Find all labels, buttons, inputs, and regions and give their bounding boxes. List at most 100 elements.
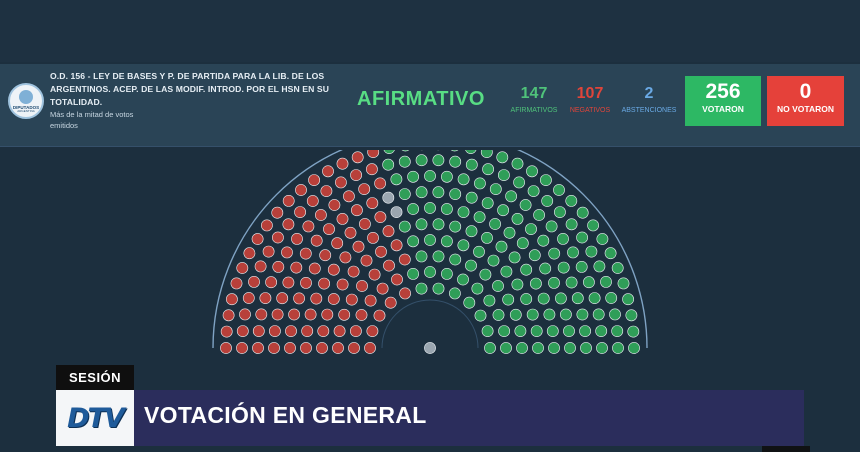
seat-afirmativo	[548, 247, 561, 260]
seat-negativo	[352, 240, 365, 253]
seat-negativo	[364, 342, 376, 354]
seat-afirmativo	[489, 218, 501, 230]
seat-negativo	[351, 151, 364, 164]
seat-negativo	[318, 277, 330, 290]
seat-afirmativo	[449, 188, 462, 200]
seat-afirmativo	[579, 325, 591, 337]
seat-negativo	[339, 251, 352, 264]
seat-afirmativo	[407, 203, 419, 215]
seat-negativo	[259, 292, 272, 304]
seat-negativo	[358, 183, 371, 195]
seat-afirmativo	[465, 225, 478, 238]
seat-negativo	[252, 342, 264, 354]
seat-negativo	[248, 275, 260, 288]
seat-afirmativo	[604, 247, 617, 260]
seat-afirmativo	[600, 275, 612, 288]
seat-negativo	[328, 199, 341, 211]
negativos-label: NEGATIVOS	[569, 107, 611, 114]
seal-icon	[19, 89, 33, 104]
seat-afirmativo	[440, 170, 453, 183]
seat-afirmativo	[407, 235, 419, 248]
seat-negativo	[350, 204, 363, 217]
seat-negativo	[334, 176, 347, 189]
seat-negativo	[281, 246, 293, 259]
seat-afirmativo	[548, 342, 560, 354]
seat-afirmativo	[450, 150, 459, 152]
seat-afirmativo	[596, 233, 609, 245]
seat-afirmativo	[457, 173, 470, 186]
seat-afirmativo	[587, 219, 599, 232]
seat-afirmativo	[537, 292, 550, 305]
seat-afirmativo	[479, 268, 492, 281]
seat-negativo	[348, 342, 360, 354]
seat-negativo	[316, 342, 328, 354]
seat-afirmativo	[390, 173, 403, 186]
seat-afirmativo	[398, 155, 411, 168]
seat-negativo	[268, 325, 281, 337]
chamber-inner-arc	[381, 299, 479, 349]
seat-afirmativo	[482, 163, 494, 176]
seat-negativo	[336, 278, 349, 291]
seat-afirmativo	[474, 309, 487, 322]
seat-negativo	[220, 325, 233, 338]
seat-negativo	[349, 325, 362, 337]
seat-negativo	[299, 247, 312, 260]
seat-negativo	[367, 232, 379, 244]
seat-afirmativo	[576, 231, 588, 244]
seat-afirmativo	[492, 280, 504, 292]
seat-afirmativo	[407, 268, 419, 280]
seat-president	[424, 342, 436, 354]
seat-negativo	[255, 308, 268, 321]
seat-negativo	[375, 245, 387, 258]
channel-logo: DTV	[56, 390, 134, 446]
seat-negativo	[374, 177, 386, 190]
seat-afirmativo	[560, 308, 572, 321]
seat-afirmativo	[432, 186, 445, 199]
seat-afirmativo	[595, 325, 608, 337]
seat-negativo	[333, 325, 346, 337]
seat-negativo	[367, 150, 380, 158]
seat-afirmativo	[588, 292, 601, 304]
seat-negativo	[320, 185, 333, 197]
seat-negativo	[338, 308, 351, 321]
seat-afirmativo	[557, 233, 569, 245]
seat-afirmativo	[440, 203, 453, 215]
seat-negativo	[360, 254, 373, 267]
diputados-logo: DIPUTADOS ARGENTINA	[8, 83, 44, 119]
seat-afirmativo	[505, 190, 517, 203]
seat-negativo	[398, 253, 411, 266]
seat-afirmativo	[382, 158, 395, 171]
seat-negativo	[319, 249, 332, 262]
seat-afirmativo	[546, 325, 559, 337]
seat-negativo	[284, 342, 296, 354]
negativos-count: 107 NEGATIVOS	[565, 84, 615, 114]
seat-afirmativo	[415, 218, 428, 231]
seat-afirmativo	[625, 309, 638, 322]
seat-afirmativo	[596, 342, 608, 354]
seat-afirmativo	[580, 342, 592, 354]
seat-negativo	[347, 265, 360, 278]
seat-afirmativo	[576, 308, 589, 321]
seat-negativo	[282, 276, 295, 289]
seat-negativo	[344, 226, 357, 239]
abstenciones-count: 2 ABSTENCIONES	[618, 84, 680, 114]
no-votaron-box: 0 NO VOTARON	[767, 76, 844, 126]
logo-name: DIPUTADOS	[12, 104, 40, 110]
seat-afirmativo	[497, 169, 510, 181]
seat-negativo	[220, 342, 232, 354]
seat-afirmativo	[530, 325, 543, 337]
seat-negativo	[271, 231, 284, 244]
seat-afirmativo	[383, 150, 395, 154]
seat-afirmativo	[496, 151, 509, 164]
seat-negativo	[236, 325, 249, 337]
seat-afirmativo	[481, 232, 493, 244]
seat-afirmativo	[424, 234, 436, 246]
seat-afirmativo	[548, 276, 560, 289]
seat-afirmativo	[473, 211, 486, 223]
no-votaron-label: NO VOTARON	[777, 104, 834, 114]
seat-negativo	[399, 287, 411, 300]
abstenciones-label: ABSTENCIONES	[621, 107, 677, 114]
seat-afirmativo	[528, 249, 541, 262]
seat-negativo	[294, 206, 306, 218]
seat-afirmativo	[516, 237, 529, 250]
